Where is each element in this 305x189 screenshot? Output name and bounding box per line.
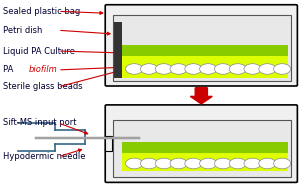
Bar — [122, 153, 288, 171]
Circle shape — [140, 64, 158, 74]
Bar — [122, 142, 288, 171]
Bar — [105, 136, 112, 151]
Text: Petri dish: Petri dish — [3, 26, 42, 35]
Bar — [122, 56, 288, 78]
Text: biofilm: biofilm — [29, 65, 58, 74]
Circle shape — [170, 64, 187, 74]
Circle shape — [244, 158, 261, 169]
Bar — [113, 120, 291, 177]
Circle shape — [274, 158, 291, 169]
Circle shape — [185, 158, 202, 169]
Bar — [114, 22, 122, 78]
Circle shape — [199, 158, 217, 169]
Text: Sterile glass beads: Sterile glass beads — [3, 82, 83, 91]
Circle shape — [199, 64, 217, 74]
Circle shape — [155, 158, 172, 169]
Circle shape — [229, 158, 246, 169]
Circle shape — [274, 64, 291, 74]
Text: Sealed plastic bag: Sealed plastic bag — [3, 7, 80, 16]
Circle shape — [155, 64, 172, 74]
FancyBboxPatch shape — [105, 105, 297, 182]
Circle shape — [259, 64, 276, 74]
Circle shape — [214, 158, 231, 169]
Text: Hypodermic needle: Hypodermic needle — [3, 152, 85, 161]
Circle shape — [185, 64, 202, 74]
Circle shape — [229, 64, 246, 74]
Text: PA: PA — [3, 65, 16, 74]
FancyArrow shape — [190, 88, 212, 104]
Bar — [113, 15, 291, 81]
Circle shape — [259, 158, 276, 169]
Text: Sift-MS input port: Sift-MS input port — [3, 118, 77, 127]
Circle shape — [140, 158, 158, 169]
Text: Liquid PA Culture: Liquid PA Culture — [3, 46, 75, 56]
Bar — [122, 45, 288, 78]
Circle shape — [244, 64, 261, 74]
Circle shape — [126, 158, 143, 169]
FancyBboxPatch shape — [105, 5, 297, 86]
Circle shape — [214, 64, 231, 74]
Circle shape — [170, 158, 187, 169]
Circle shape — [126, 64, 143, 74]
FancyArrow shape — [35, 137, 140, 139]
